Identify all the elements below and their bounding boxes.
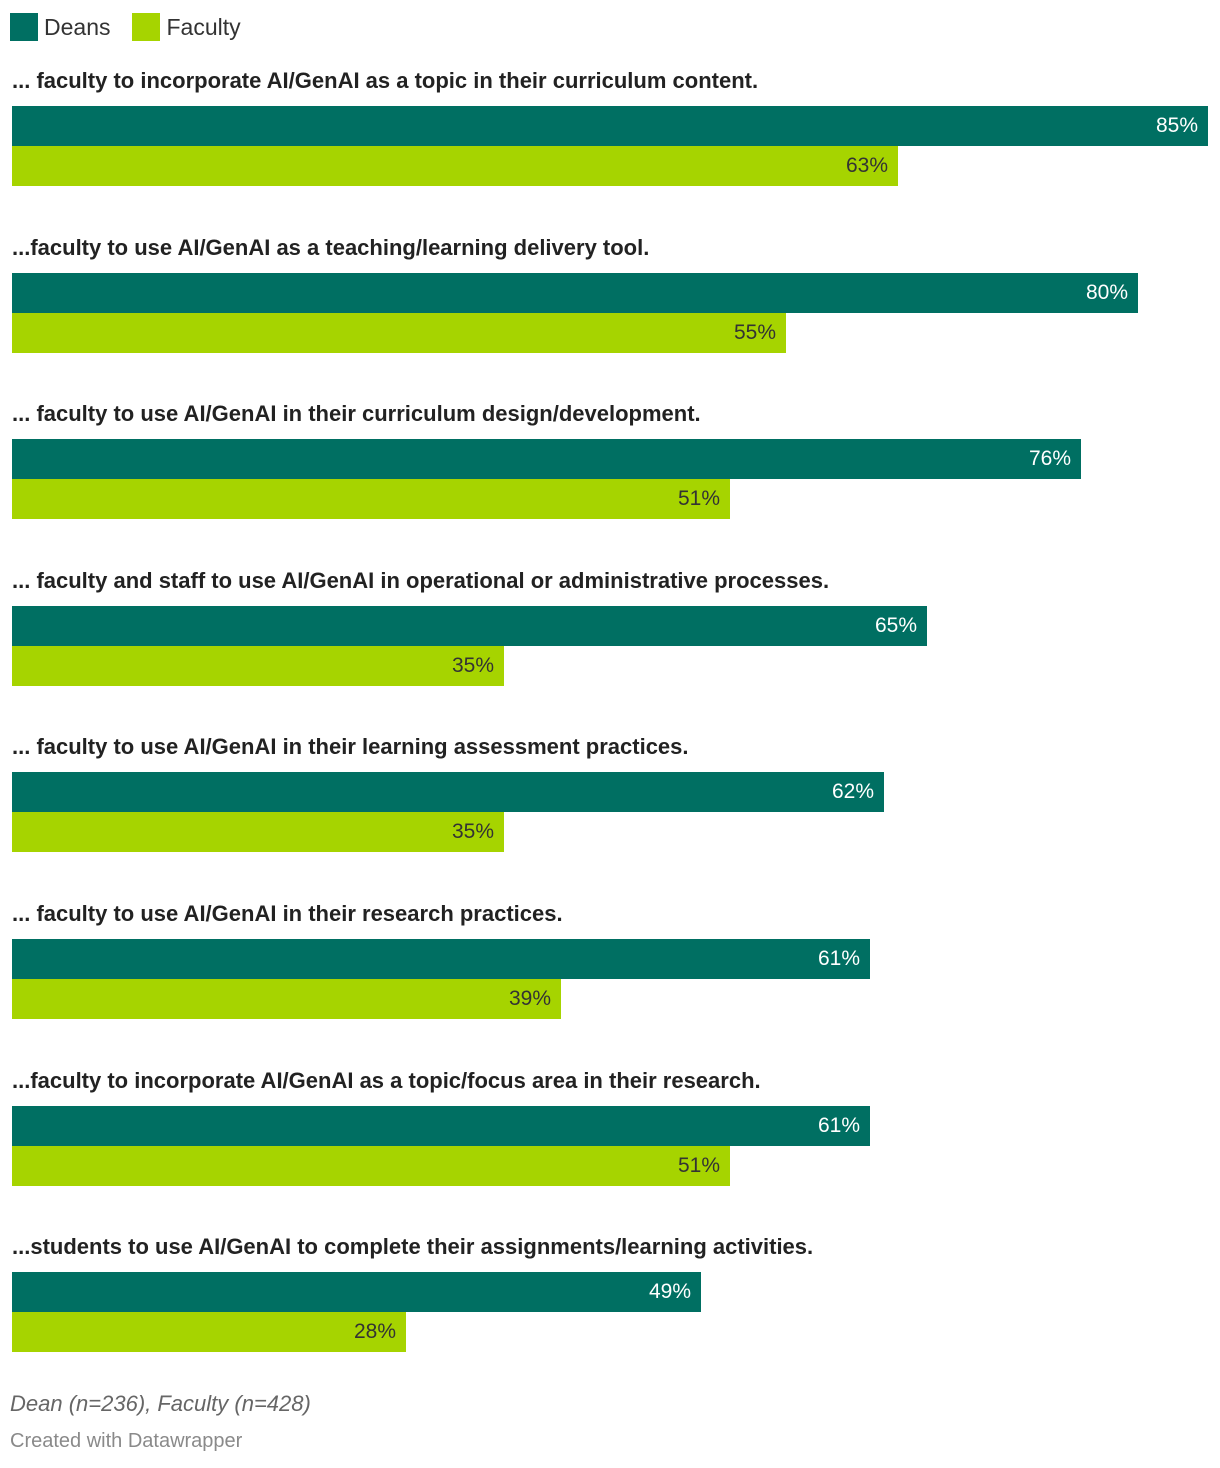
legend-swatch-deans	[10, 13, 38, 41]
bar-deans: 80%	[12, 273, 1138, 313]
data-label: 35%	[451, 820, 494, 843]
data-label: 39%	[508, 987, 551, 1010]
bar-deans: 61%	[12, 1106, 870, 1146]
data-label: 63%	[845, 154, 888, 177]
bar-deans: 61%	[12, 939, 870, 979]
data-label: 62%	[831, 780, 874, 803]
bar-faculty: 39%	[12, 979, 561, 1019]
legend-swatch-faculty	[132, 13, 161, 41]
bar-deans: 85%	[12, 106, 1208, 146]
bar-deans: 65%	[12, 606, 927, 646]
data-label: 85%	[1155, 114, 1198, 137]
bar-faculty: 55%	[12, 313, 786, 353]
bar-faculty: 35%	[12, 646, 504, 686]
bar-deans: 49%	[12, 1272, 701, 1312]
legend-label-faculty: Faculty	[166, 13, 241, 40]
legend-label-deans: Deans	[44, 13, 111, 40]
legend-item-deans: Deans	[10, 13, 110, 41]
category-label: ... faculty to use AI/GenAI in their cur…	[12, 401, 701, 426]
category-label: ... faculty to use AI/GenAI in their res…	[12, 901, 563, 926]
bar-deans: 76%	[12, 439, 1081, 479]
category-label: ... faculty and staff to use AI/GenAI in…	[12, 568, 830, 593]
legend-item-faculty: Faculty	[132, 13, 241, 41]
data-label: 80%	[1085, 281, 1128, 304]
chart-credit: Created with Datawrapper	[10, 1430, 243, 1452]
bar-deans: 62%	[12, 772, 884, 812]
data-label: 51%	[677, 487, 720, 510]
data-label: 61%	[817, 1114, 860, 1137]
data-label: 55%	[733, 321, 776, 344]
category-label: ... faculty to use AI/GenAI in their lea…	[12, 734, 689, 759]
chart-notes: Dean (n=236), Faculty (n=428)	[10, 1391, 311, 1416]
data-label: 65%	[874, 614, 917, 637]
data-label: 49%	[648, 1280, 691, 1303]
data-label: 76%	[1028, 447, 1071, 470]
bar-faculty: 35%	[12, 812, 504, 852]
category-label: ...faculty to use AI/GenAI as a teaching…	[12, 235, 650, 260]
category-label: ...students to use AI/GenAI to complete …	[12, 1234, 814, 1259]
data-label: 51%	[677, 1154, 720, 1177]
bar-faculty: 28%	[12, 1312, 406, 1352]
bar-faculty: 51%	[12, 1146, 730, 1186]
data-label: 35%	[451, 654, 494, 677]
legend: Deans Faculty	[10, 12, 263, 42]
category-label: ...faculty to incorporate AI/GenAI as a …	[12, 1068, 761, 1093]
bar-faculty: 63%	[12, 146, 898, 186]
data-label: 61%	[817, 947, 860, 970]
data-label: 28%	[353, 1320, 396, 1343]
bar-faculty: 51%	[12, 479, 730, 519]
category-label: ... faculty to incorporate AI/GenAI as a…	[12, 68, 759, 93]
